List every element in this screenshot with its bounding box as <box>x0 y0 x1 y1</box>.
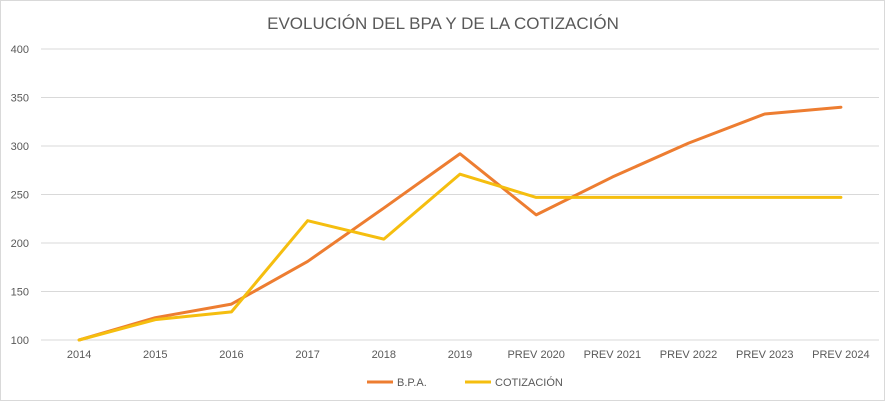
series-line-0 <box>77 105 843 342</box>
y-tick-label: 200 <box>11 238 29 250</box>
y-axis-ticks: 100 150 200 250 300 350 400 <box>11 44 29 347</box>
x-tick-label: PREV 2024 <box>812 349 869 361</box>
x-tick-label: 2017 <box>295 349 319 361</box>
x-tick-label: 2018 <box>372 349 396 361</box>
x-tick-label: 2014 <box>67 349 91 361</box>
x-tick-label: 2019 <box>448 349 472 361</box>
y-tick-label: 250 <box>11 190 29 202</box>
x-tick-label: PREV 2020 <box>507 349 564 361</box>
legend: B.P.A. COTIZACIÓN <box>367 376 563 389</box>
y-tick-label: 350 <box>11 93 29 105</box>
series-line-1 <box>77 172 843 342</box>
chart-title: EVOLUCIÓN DEL BPA Y DE LA COTIZACIÓN <box>267 14 619 33</box>
x-tick-label: PREV 2022 <box>660 349 717 361</box>
legend-item: COTIZACIÓN <box>465 376 563 389</box>
y-tick-label: 100 <box>11 335 29 347</box>
x-axis-ticks: 2014 2015 2016 2017 2018 2019 PREV 2020 PREV 20… <box>67 349 870 361</box>
x-tick-label: 2016 <box>219 349 243 361</box>
x-tick-label: PREV 2021 <box>584 349 641 361</box>
x-tick-label: 2015 <box>143 349 167 361</box>
legend-item: B.P.A. <box>367 377 427 389</box>
legend-label: COTIZACIÓN <box>495 376 563 389</box>
x-tick-label: PREV 2023 <box>736 349 793 361</box>
series-lines <box>77 105 843 342</box>
y-tick-label: 400 <box>11 44 29 56</box>
gridlines <box>41 48 879 341</box>
legend-label: B.P.A. <box>397 377 427 389</box>
y-tick-label: 150 <box>11 287 29 299</box>
y-tick-label: 300 <box>11 141 29 153</box>
